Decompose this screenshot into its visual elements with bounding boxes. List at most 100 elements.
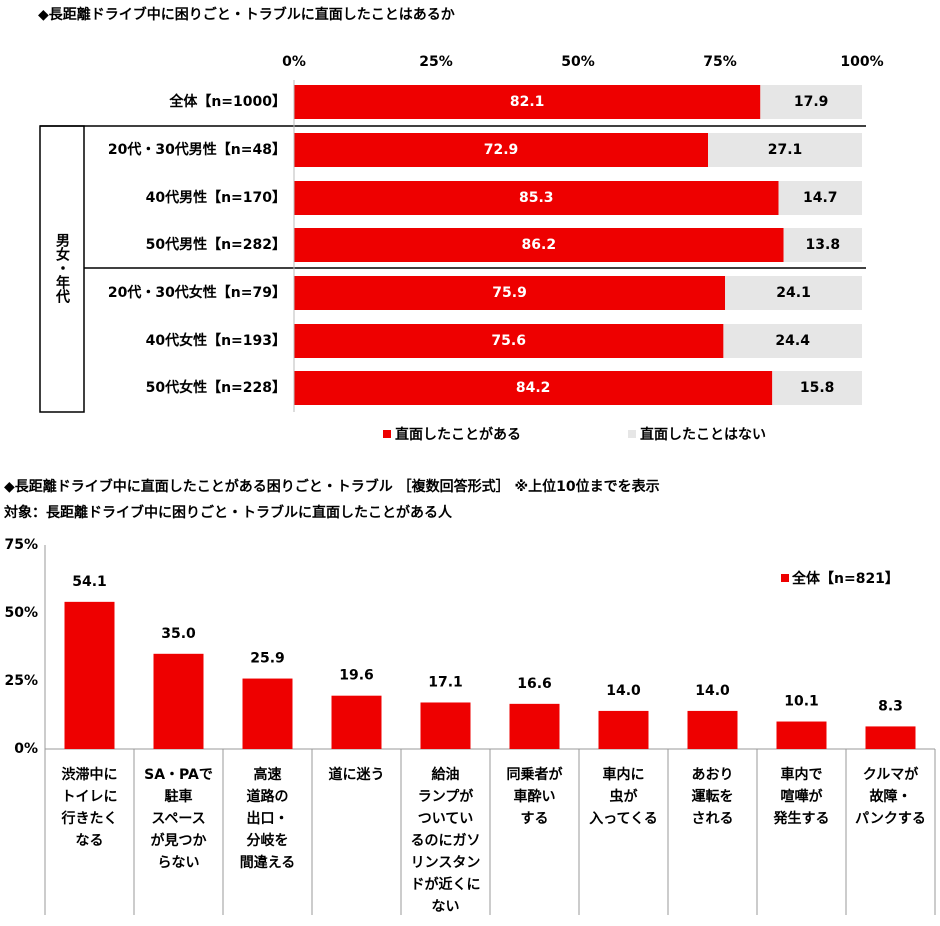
category-label: 40代女性【n=193】 xyxy=(146,332,286,349)
bar xyxy=(776,721,827,749)
bar-segment xyxy=(294,276,726,310)
x-tick-label: 間違える xyxy=(240,854,296,871)
value-label: 15.8 xyxy=(800,380,835,396)
category-label: 20代・30代女性【n=79】 xyxy=(108,284,286,301)
value-label: 25.9 xyxy=(250,651,285,667)
x-tick-label: 高速 xyxy=(254,766,282,783)
x-tick-label: クルマが xyxy=(863,766,920,783)
x-tick-label: 給油 xyxy=(432,766,460,783)
bar xyxy=(598,710,649,749)
value-label: 19.6 xyxy=(339,668,374,684)
x-tick-label: 車酔い xyxy=(514,788,556,805)
bar xyxy=(153,653,204,749)
x-tick-label: スペース xyxy=(151,811,205,827)
x-tick-label: 車内で xyxy=(781,766,823,783)
x-tick-label: 駐車 xyxy=(165,788,193,805)
x-tick-label: 50% xyxy=(561,54,595,70)
x-tick-label: 25% xyxy=(419,54,453,70)
bar-segment xyxy=(294,371,773,405)
x-tick-label: ない xyxy=(432,899,460,915)
bar xyxy=(687,710,738,749)
x-tick-label: ついてい xyxy=(418,811,474,827)
x-tick-label: 発生する xyxy=(773,810,830,827)
bar xyxy=(64,601,115,749)
x-tick-label: なる xyxy=(76,833,104,849)
y-tick-label: 0% xyxy=(14,741,38,757)
bar xyxy=(865,726,916,749)
x-tick-label: 運転を xyxy=(692,788,734,805)
value-label: 17.9 xyxy=(794,94,829,110)
x-tick-label: SA・PAで xyxy=(144,767,213,783)
value-label: 24.4 xyxy=(775,333,810,349)
x-tick-label: リンスタン xyxy=(411,855,481,871)
legend-label: 全体【n=821】 xyxy=(791,570,899,587)
x-tick-label: 行きたく xyxy=(61,810,118,827)
legend-swatch xyxy=(628,430,636,438)
value-label: 10.1 xyxy=(784,694,819,710)
value-label: 72.9 xyxy=(484,142,519,158)
category-label: 50代男性【n=282】 xyxy=(146,236,286,253)
value-label: 8.3 xyxy=(878,698,903,714)
value-label: 27.1 xyxy=(768,142,803,158)
category-label: 全体【n=1000】 xyxy=(168,93,286,110)
category-label: 20代・30代男性【n=48】 xyxy=(108,141,286,158)
x-tick-label: トイレに xyxy=(62,789,118,805)
x-tick-label: 同乗者が xyxy=(507,766,564,783)
bar-segment xyxy=(783,228,862,262)
bar-segment xyxy=(294,324,724,358)
bar-segment xyxy=(778,181,862,215)
bar-segment xyxy=(725,276,862,310)
bar-segment xyxy=(294,85,761,119)
value-label: 75.6 xyxy=(491,333,526,349)
value-label: 17.1 xyxy=(428,674,463,690)
category-label: 50代女性【n=228】 xyxy=(146,379,286,396)
bar-segment xyxy=(723,324,862,358)
x-tick-label: あおり xyxy=(692,767,734,783)
x-tick-label: 道路の xyxy=(247,788,289,805)
bar-segment xyxy=(294,228,784,262)
legend-label: 直面したことはない xyxy=(640,426,766,443)
x-tick-label: 出口・ xyxy=(247,810,289,827)
value-label: 84.2 xyxy=(516,380,551,396)
x-tick-label: パンクする xyxy=(855,811,926,827)
group-box xyxy=(39,125,85,413)
value-label: 85.3 xyxy=(519,190,554,206)
chart-title: ◆長距離ドライブ中に困りごと・トラブルに直面したことはあるか xyxy=(38,6,455,23)
x-tick-label: 故障・ xyxy=(870,788,912,805)
x-tick-label: らない xyxy=(158,855,200,871)
x-tick-label: ランプが xyxy=(418,788,475,805)
x-tick-label: 入ってくる xyxy=(589,811,658,827)
x-tick-label: 喧嘩が xyxy=(781,788,824,805)
group-label: 男女・年代 xyxy=(54,233,71,304)
y-tick-label: 75% xyxy=(4,537,38,553)
x-tick-label: 虫が xyxy=(610,788,639,805)
bar-segment xyxy=(772,371,862,405)
x-tick-label: 渋滞中に xyxy=(62,766,118,783)
value-label: 13.8 xyxy=(806,237,841,253)
bar-segment xyxy=(760,85,862,119)
x-tick-label: 分岐を xyxy=(247,832,289,849)
legend-label: 直面したことがある xyxy=(395,426,521,443)
chart-title: ◆長距離ドライブ中に直面したことがある困りごと・トラブル ［複数回答形式］ ※上… xyxy=(4,478,660,495)
x-tick-label: が見つか xyxy=(151,832,207,849)
chart-subtitle: 対象：長距離ドライブ中に困りごと・トラブルに直面したことがある人 xyxy=(3,504,453,521)
value-label: 14.7 xyxy=(803,190,838,206)
x-tick-label: 車内に xyxy=(603,766,645,783)
bar xyxy=(420,702,471,749)
x-tick-label: される xyxy=(692,811,734,827)
x-tick-label: 0% xyxy=(282,54,306,70)
value-label: 75.9 xyxy=(492,285,527,301)
x-tick-label: るのにガソ xyxy=(411,833,481,849)
x-tick-label: 道に迷う xyxy=(329,766,385,783)
bar xyxy=(331,695,382,749)
value-label: 14.0 xyxy=(606,683,641,699)
value-label: 14.0 xyxy=(695,683,730,699)
bar-segment xyxy=(294,181,779,215)
value-label: 82.1 xyxy=(510,94,545,110)
value-label: 54.1 xyxy=(72,574,107,590)
value-label: 35.0 xyxy=(161,626,196,642)
value-label: 16.6 xyxy=(517,676,552,692)
bar-segment xyxy=(294,133,709,167)
value-label: 86.2 xyxy=(522,237,557,253)
